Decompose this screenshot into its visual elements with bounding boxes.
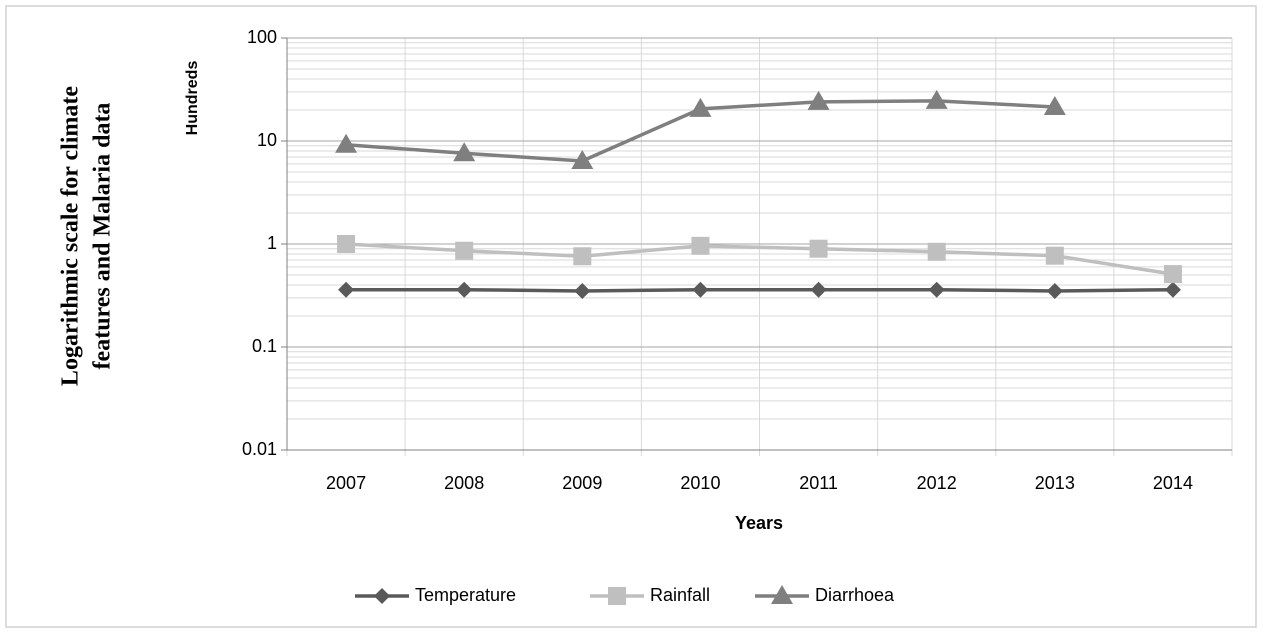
data-point xyxy=(1046,282,1063,299)
data-point xyxy=(1045,246,1064,265)
x-tick-label: 2014 xyxy=(1153,473,1193,493)
data-point xyxy=(689,97,712,117)
side-title-line: Logarithmic scale for climate xyxy=(58,86,84,386)
data-point xyxy=(574,282,591,299)
legend-marker xyxy=(608,587,626,605)
data-point xyxy=(1163,265,1182,284)
x-tick-label: 2008 xyxy=(444,473,484,493)
x-tick-label: 2007 xyxy=(326,473,366,493)
data-point xyxy=(810,281,827,298)
data-point xyxy=(925,89,948,109)
series-line xyxy=(346,287,1173,293)
x-tick-label: 2013 xyxy=(1035,473,1075,493)
data-point xyxy=(571,149,594,169)
data-point xyxy=(807,90,830,110)
data-point xyxy=(928,281,945,298)
x-tick-label: 2009 xyxy=(562,473,602,493)
data-point xyxy=(455,241,474,260)
data-point xyxy=(691,236,710,255)
legend-label: Rainfall xyxy=(650,585,710,605)
legend-marker xyxy=(374,588,390,604)
side-title-line: features and Malaria data xyxy=(90,103,116,370)
legend-marker xyxy=(771,585,793,604)
y-tick-label: 10 xyxy=(257,130,277,150)
data-point xyxy=(338,281,355,298)
y-tick-label: 0.01 xyxy=(242,439,277,459)
data-point xyxy=(1043,95,1066,115)
y-tick-label: 1 xyxy=(267,233,277,253)
legend-label: Temperature xyxy=(415,585,516,605)
x-tick-label: 2010 xyxy=(680,473,720,493)
data-point xyxy=(453,142,476,162)
y-axis-title: Hundreds xyxy=(184,61,201,136)
data-point xyxy=(692,281,709,298)
x-axis-title: Years xyxy=(735,513,783,533)
legend-label: Diarrhoea xyxy=(815,585,895,605)
x-tick-label: 2011 xyxy=(799,473,838,493)
x-tick-label: 2012 xyxy=(917,473,957,493)
data-point xyxy=(573,247,592,266)
data-point xyxy=(335,133,358,153)
data-point xyxy=(337,235,356,253)
data-point xyxy=(456,281,473,298)
y-tick-label: 100 xyxy=(247,27,277,47)
series-line xyxy=(345,242,1174,276)
data-point xyxy=(809,239,828,258)
data-point xyxy=(1164,281,1181,298)
y-tick-label: 0.1 xyxy=(252,336,277,356)
data-point xyxy=(927,242,946,261)
